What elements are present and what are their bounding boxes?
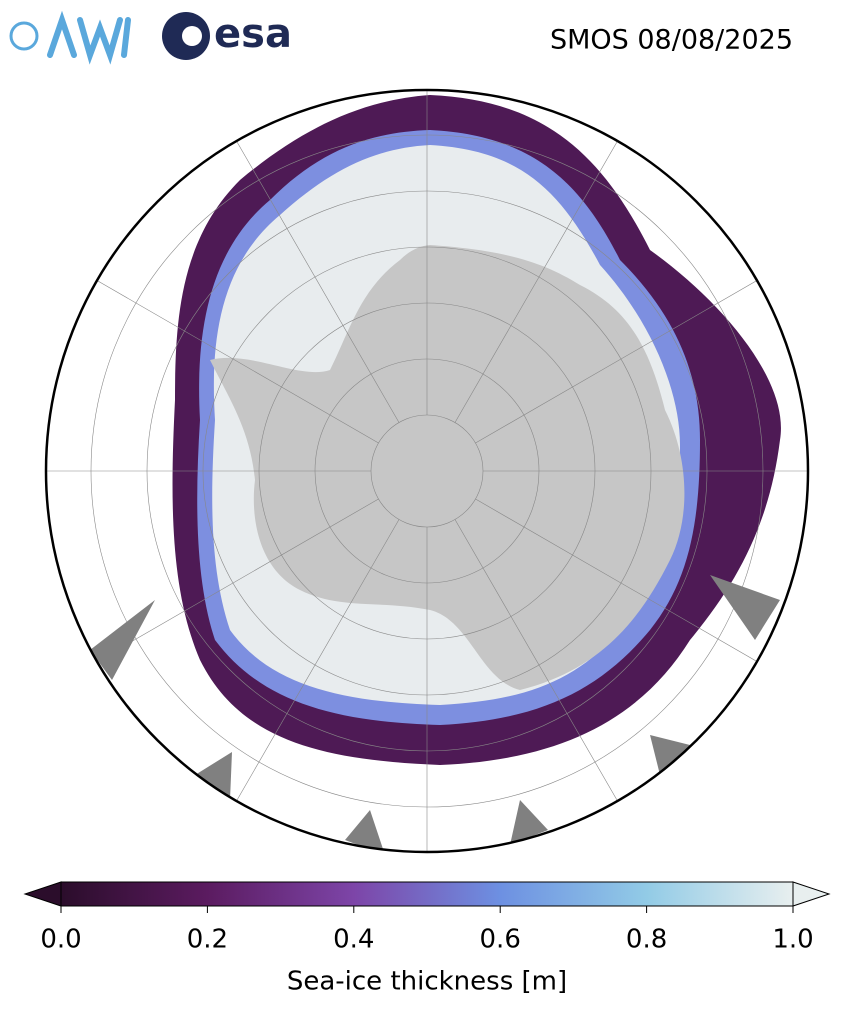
- graticule-meridian: [475, 270, 774, 444]
- colorbar-body: [61, 882, 793, 906]
- map: [46, 90, 808, 852]
- colorbar-tick-label: 0.4: [333, 925, 374, 955]
- esa-logo: esa: [162, 11, 292, 60]
- map-title: SMOS 08/08/2025: [550, 25, 793, 56]
- colorbar-tick-label: 0.8: [626, 925, 667, 955]
- colorbar: [23, 881, 831, 913]
- colorbar-extend-high: [792, 881, 831, 907]
- colorbar-tick-label: 0.6: [480, 925, 521, 955]
- colorbar-label: Sea-ice thickness [m]: [287, 967, 567, 997]
- graticule-meridian: [475, 498, 774, 672]
- graticule: [46, 90, 808, 852]
- colorbar-frame: [60, 881, 794, 907]
- graticule-meridian: [80, 270, 379, 444]
- colorbar-extend-low: [23, 881, 62, 907]
- colorbar-tick-label: 0.0: [40, 925, 81, 955]
- map-boundary: [44, 88, 810, 854]
- graticule-meridian: [226, 124, 400, 423]
- graticule-meridian: [226, 519, 400, 818]
- colorbar-tick-label: 1.0: [772, 925, 813, 955]
- awi-logo: [9, 10, 131, 65]
- esa-text: esa: [214, 11, 292, 57]
- graticule-meridian: [454, 519, 628, 818]
- graticule-meridian: [454, 124, 628, 423]
- colorbar-tick-label: 0.2: [187, 925, 228, 955]
